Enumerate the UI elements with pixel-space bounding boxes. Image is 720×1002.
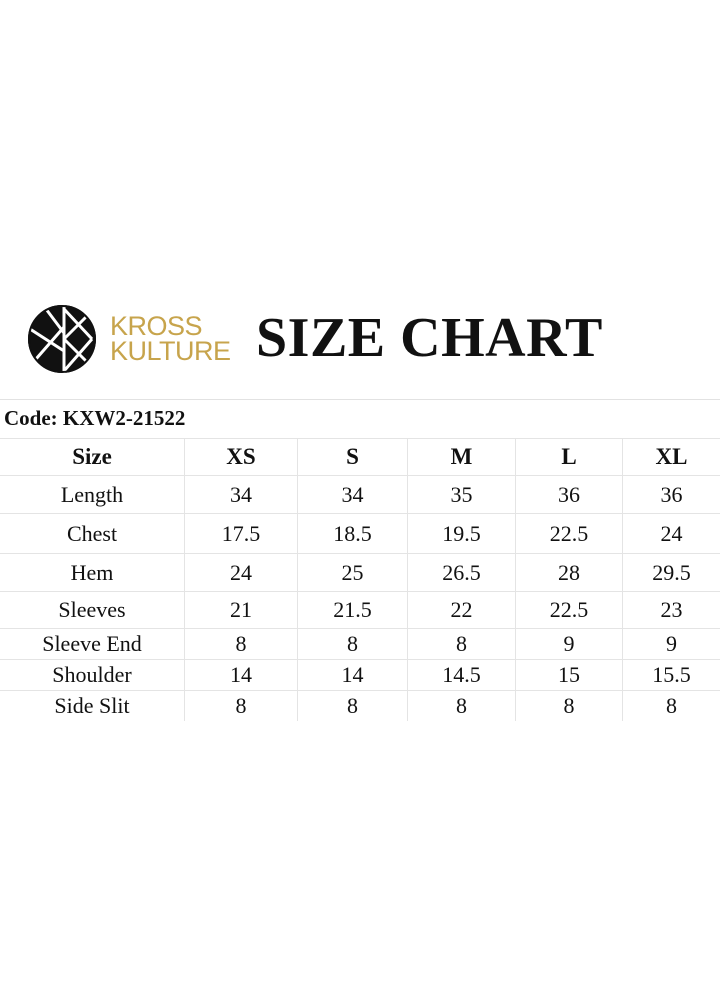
table-row: Shoulder 14 14 14.5 15 15.5 [0, 659, 720, 691]
table-row: Hem 24 25 26.5 28 29.5 [0, 553, 720, 592]
table-cell: 24 [622, 513, 720, 554]
table-cell: 9 [622, 628, 720, 660]
brand-line1: KROSS [110, 311, 203, 341]
table-cell: 8 [297, 628, 408, 660]
page-title: SIZE CHART [256, 307, 603, 369]
table-header-row: Size XS S M L XL [0, 438, 720, 476]
table-cell: 21.5 [297, 591, 408, 629]
brand-line2: KULTURE [110, 336, 231, 366]
kross-kulture-logo-icon [28, 305, 96, 373]
header-size: Size [0, 438, 185, 476]
table-row: Length 34 34 35 36 36 [0, 475, 720, 514]
header-s: S [297, 438, 408, 476]
row-label: Side Slit [0, 690, 185, 721]
table-cell: 35 [407, 475, 516, 514]
row-label: Length [0, 475, 185, 514]
header-l: L [515, 438, 623, 476]
table-cell: 8 [622, 690, 720, 721]
table-cell: 17.5 [184, 513, 298, 554]
table-cell: 8 [407, 690, 516, 721]
table-cell: 14 [297, 659, 408, 691]
table-cell: 8 [297, 690, 408, 721]
table-cell: 14.5 [407, 659, 516, 691]
table-cell: 8 [184, 628, 298, 660]
table-row: Sleeves 21 21.5 22 22.5 23 [0, 591, 720, 629]
table-cell: 34 [184, 475, 298, 514]
header-xs: XS [184, 438, 298, 476]
table-cell: 36 [515, 475, 623, 514]
row-label: Hem [0, 553, 185, 592]
row-label: Shoulder [0, 659, 185, 691]
table-cell: 29.5 [622, 553, 720, 592]
table-cell: 19.5 [407, 513, 516, 554]
brand-logo: KROSS KULTURE [26, 305, 231, 373]
table-cell: 23 [622, 591, 720, 629]
divider [0, 399, 720, 400]
table-row: Sleeve End 8 8 8 9 9 [0, 628, 720, 660]
row-label: Chest [0, 513, 185, 554]
table-cell: 15 [515, 659, 623, 691]
table-row: Chest 17.5 18.5 19.5 22.5 24 [0, 513, 720, 554]
table-cell: 14 [184, 659, 298, 691]
table-cell: 36 [622, 475, 720, 514]
table-cell: 25 [297, 553, 408, 592]
table-cell: 34 [297, 475, 408, 514]
header-xl: XL [622, 438, 720, 476]
row-label: Sleeves [0, 591, 185, 629]
table-cell: 28 [515, 553, 623, 592]
size-table: Size XS S M L XL Length 34 34 35 36 36 Chest 17… [0, 438, 720, 721]
table-cell: 24 [184, 553, 298, 592]
table-cell: 18.5 [297, 513, 408, 554]
table-cell: 15.5 [622, 659, 720, 691]
table-cell: 22.5 [515, 591, 623, 629]
table-cell: 21 [184, 591, 298, 629]
table-cell: 8 [515, 690, 623, 721]
table-cell: 8 [407, 628, 516, 660]
header-m: M [407, 438, 516, 476]
table-cell: 8 [184, 690, 298, 721]
row-label: Sleeve End [0, 628, 185, 660]
table-cell: 9 [515, 628, 623, 660]
table-row: Side Slit 8 8 8 8 8 [0, 690, 720, 721]
table-cell: 26.5 [407, 553, 516, 592]
table-cell: 22.5 [515, 513, 623, 554]
table-cell: 22 [407, 591, 516, 629]
product-code: Code: KXW2-21522 [4, 406, 186, 430]
